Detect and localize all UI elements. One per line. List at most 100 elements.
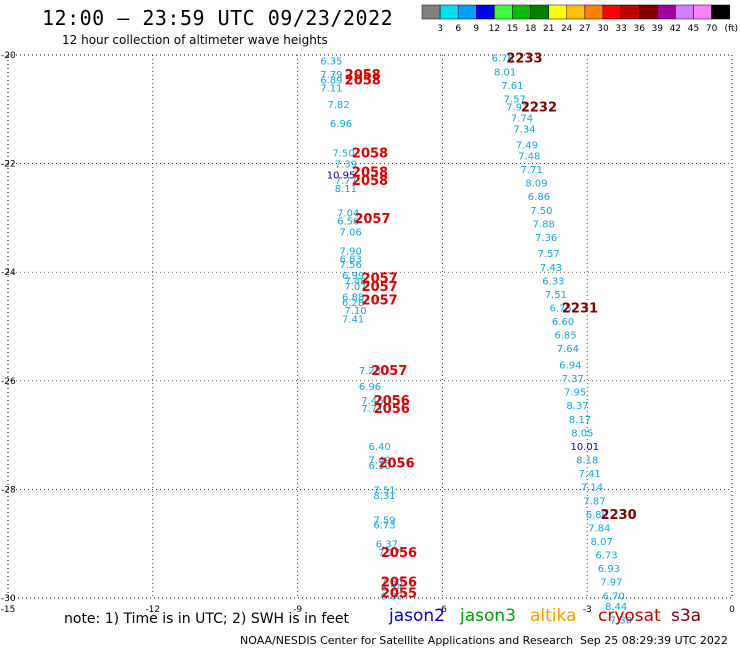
wave-height-labels: 6.357.796.897.117.826.967.507.3910.957.7…	[320, 52, 636, 627]
pass-time-label: 2057	[362, 272, 398, 287]
wave-height-label: 7.30	[610, 616, 632, 627]
pass-time-label: 2057	[362, 293, 398, 308]
wave-height-label: 8.05	[571, 428, 593, 439]
wave-height-label: 10.01	[570, 442, 599, 453]
wave-height-label: 6.85	[554, 331, 576, 342]
wave-height-label: 10.95	[327, 170, 356, 181]
wave-height-label: 7.64	[557, 344, 579, 355]
axis-ticks: -15 -12 -9 -6 -3 0-20-22-24-26-28-30	[1, 51, 735, 615]
lon-tick-label: -15	[1, 605, 16, 615]
wave-height-label: 6.96	[330, 119, 352, 130]
legend-tick-label: 21	[543, 24, 554, 34]
wave-height-label: 7.39	[335, 160, 357, 171]
wave-height-label: 6.86	[528, 192, 550, 203]
lat-tick-label: -28	[1, 485, 16, 495]
lat-tick-label: -26	[1, 377, 16, 387]
pass-time-label: 2058	[352, 166, 388, 181]
wave-height-label: 7.71	[361, 404, 383, 415]
wave-height-label: 7.79	[320, 70, 342, 81]
wave-height-label: 6.89	[381, 591, 403, 602]
wave-height-label: 6.28	[342, 298, 364, 309]
pass-time-label: 2058	[345, 73, 381, 88]
satellite-s3a: s3a	[671, 606, 702, 626]
wave-height-label: 6.56	[337, 217, 359, 228]
wave-height-label: 7.36	[535, 233, 557, 244]
wave-height-label: 8.17	[569, 415, 591, 426]
wave-height-label: 8.01	[494, 67, 516, 78]
wave-height-label: 7.74	[511, 113, 533, 124]
pass-time-label: 2058	[352, 147, 388, 162]
wave-height-label: 7.27	[378, 548, 400, 559]
wave-height-label: 6.35	[320, 56, 342, 67]
wave-height-label: 6.99	[342, 271, 364, 282]
legend-tick-label: 18	[525, 24, 537, 34]
wave-height-label: 6.73	[595, 551, 617, 562]
wave-height-label: 7.82	[327, 100, 349, 111]
plot-frame	[7, 54, 733, 599]
pass-time-label: 2056	[381, 576, 417, 591]
legend-swatch	[711, 4, 730, 20]
wave-height-label: 6.96	[359, 382, 381, 393]
wave-height-label: 7.46	[361, 396, 383, 407]
lat-tick-label: -20	[1, 51, 16, 61]
legend-tick-label: 12	[489, 24, 500, 34]
wave-height-label: 6.54	[381, 583, 403, 594]
lon-tick-label: -6	[438, 605, 447, 615]
pass-time-label: 2233	[506, 52, 542, 67]
wave-height-label: 7.51	[545, 290, 567, 301]
wave-height-label: 8.09	[525, 179, 547, 190]
wave-height-label: 7.57	[537, 249, 559, 260]
wave-height-label: 6.33	[542, 276, 564, 287]
wave-height-label: 7.48	[518, 151, 540, 162]
wave-height-label: 7.06	[340, 227, 362, 238]
legend-swatch	[620, 4, 640, 20]
credit-line: NOAA/NESDIS Center for Satellite Applica…	[240, 634, 574, 647]
wave-height-label: 7.59	[373, 515, 395, 526]
legend-tick-label: 3	[437, 24, 443, 34]
wave-height-label: 6.10	[369, 461, 391, 472]
legend-swatch	[512, 4, 531, 20]
wave-height-label: 7.34	[513, 124, 535, 135]
lat-tick-label: -22	[1, 160, 16, 170]
wave-height-label: 8.11	[335, 184, 357, 195]
pass-time-label: 2232	[521, 101, 557, 116]
wave-height-label: 7.97	[600, 578, 622, 589]
legend-swatch	[457, 4, 477, 20]
wave-height-label: 7.41	[578, 469, 600, 480]
wave-height-label: 7.87	[583, 496, 605, 507]
wave-height-label: 7.57	[504, 94, 526, 105]
wave-height-label: 8.31	[373, 491, 395, 502]
lon-tick-label: -12	[145, 605, 160, 615]
wave-height-label: 7.95	[564, 388, 586, 399]
wave-height-label: 7.41	[342, 314, 364, 325]
pass-time-label: 2056	[374, 402, 410, 417]
legend-tick-label: 33	[615, 24, 626, 34]
wave-height-label: 7.49	[516, 141, 538, 152]
pass-time-label: 2058	[352, 174, 388, 189]
wave-height-label: 7.37	[562, 374, 584, 385]
wave-height-label: 7.10	[344, 306, 366, 317]
pass-time-label: 2056	[378, 456, 414, 471]
pass-time-label: 2231	[562, 301, 598, 316]
lon-tick-label: -9	[293, 605, 302, 615]
legend-tick-label: 70	[706, 24, 718, 34]
wave-height-label: 6.83	[340, 255, 362, 266]
wave-height-label: 7.49	[369, 456, 391, 467]
legend-tick-label: 45	[688, 24, 699, 34]
legend-tick-label: 9	[473, 24, 479, 34]
legend-swatch	[693, 4, 712, 20]
legend-unit: (ft)	[724, 24, 738, 34]
satellite-jason2: jason2	[389, 606, 445, 626]
wave-height-label: 7.07	[344, 282, 366, 293]
wave-height-label: 7.48	[344, 276, 366, 287]
wave-height-label: 7.51	[373, 485, 395, 496]
plot-border	[7, 54, 733, 599]
wave-height-label: 6.88	[342, 293, 364, 304]
wave-height-label: 7.91	[506, 103, 528, 114]
legend-swatch	[657, 4, 676, 20]
wave-height-label: 7.77	[335, 176, 357, 187]
legend-swatch	[638, 4, 658, 20]
wave-height-label: 7.11	[320, 84, 342, 95]
legend-swatch	[530, 4, 549, 20]
